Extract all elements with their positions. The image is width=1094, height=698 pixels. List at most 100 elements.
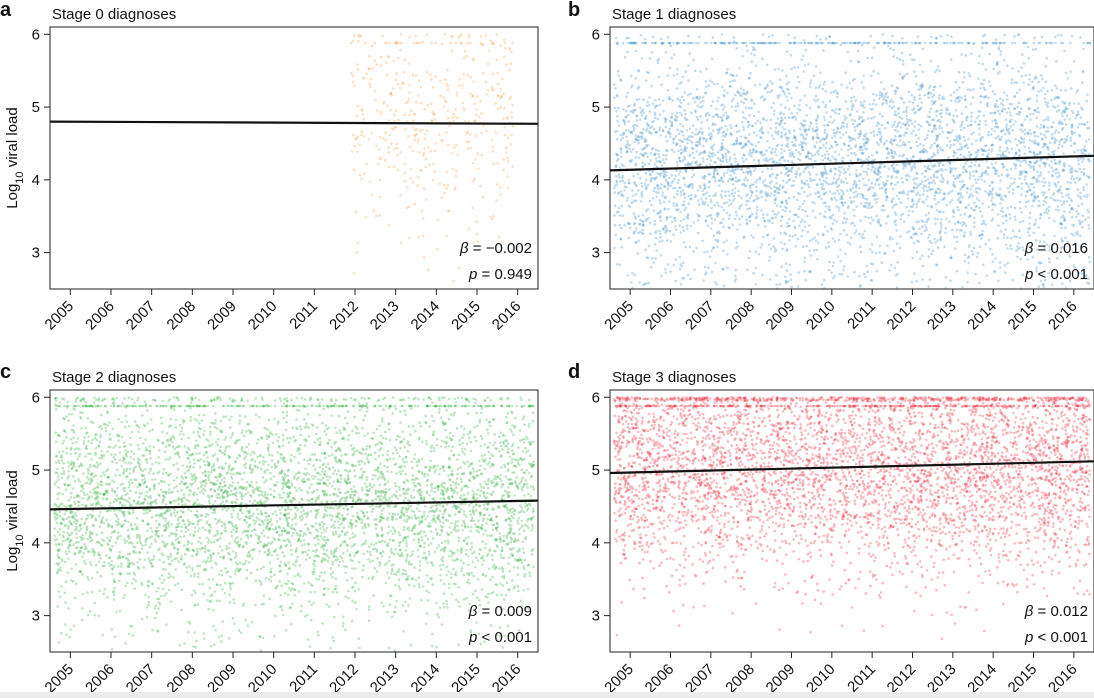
data-point [978, 127, 981, 130]
data-point [395, 72, 398, 75]
data-point [918, 109, 921, 112]
data-point [702, 200, 705, 203]
data-point [676, 112, 679, 115]
data-point [451, 50, 454, 53]
data-point [701, 190, 704, 193]
data-point [646, 104, 649, 107]
data-point [491, 139, 494, 142]
data-point [1082, 42, 1085, 45]
data-point [912, 130, 915, 133]
data-point [779, 232, 782, 235]
data-point [927, 236, 930, 239]
data-point [795, 170, 798, 173]
data-point [755, 150, 758, 153]
data-point [628, 144, 631, 147]
data-point [902, 122, 905, 125]
data-point [721, 142, 724, 145]
data-point [817, 137, 820, 140]
data-point [832, 222, 835, 225]
data-point [730, 163, 733, 166]
data-point [1083, 195, 1086, 198]
data-point [1081, 152, 1084, 155]
data-point [482, 125, 485, 128]
data-point [492, 162, 495, 165]
data-point [802, 245, 805, 248]
data-point [739, 205, 742, 208]
data-point [809, 82, 812, 85]
data-point [642, 220, 645, 223]
data-point [894, 90, 897, 93]
data-point [845, 117, 848, 120]
data-point [796, 112, 799, 115]
data-point [615, 180, 618, 183]
data-point [499, 88, 502, 91]
data-point [1031, 140, 1034, 143]
data-point [718, 128, 721, 131]
data-point [1037, 226, 1040, 229]
data-point [1054, 84, 1057, 87]
data-point [1044, 97, 1047, 100]
data-point [654, 106, 657, 109]
data-point [616, 263, 619, 266]
data-point [370, 194, 373, 197]
data-point [692, 124, 695, 127]
data-point [750, 155, 753, 158]
data-point [645, 152, 648, 155]
data-point [1069, 118, 1072, 121]
data-point [731, 79, 734, 82]
data-point [967, 262, 970, 265]
data-point [892, 49, 895, 52]
data-point [908, 91, 911, 94]
data-point [1037, 81, 1040, 84]
data-point [779, 78, 782, 81]
data-point [1066, 77, 1069, 80]
data-point [686, 224, 689, 227]
data-point [1006, 169, 1009, 172]
data-point [804, 49, 807, 52]
data-point [996, 100, 999, 103]
data-point [790, 54, 793, 57]
data-point [714, 161, 717, 164]
data-point [943, 197, 946, 200]
data-point [473, 120, 476, 123]
data-point [998, 42, 1001, 45]
x-tick-label: 2010 [245, 298, 281, 334]
data-point [868, 179, 871, 182]
data-point [946, 182, 949, 185]
data-point [1043, 234, 1046, 237]
data-point [622, 42, 625, 45]
data-point [771, 157, 774, 160]
data-point [944, 232, 947, 235]
data-point [858, 187, 861, 190]
data-point [809, 271, 812, 274]
data-point [617, 154, 620, 157]
data-point [621, 214, 624, 217]
data-point [874, 158, 877, 161]
data-point [416, 42, 419, 45]
data-point [370, 78, 373, 81]
data-point [721, 196, 724, 199]
data-point [990, 133, 993, 136]
data-point [971, 250, 974, 253]
data-point [408, 84, 411, 87]
data-point [353, 85, 356, 88]
data-point [975, 139, 978, 142]
data-point [694, 133, 697, 136]
data-point [762, 217, 765, 220]
data-point [834, 192, 837, 195]
data-point [502, 169, 505, 172]
data-point [1000, 230, 1003, 233]
data-point [690, 198, 693, 201]
data-point [1020, 258, 1023, 261]
data-point [490, 216, 493, 219]
data-point [782, 89, 785, 92]
data-point [801, 146, 804, 149]
data-point [434, 150, 437, 153]
data-point [845, 177, 848, 180]
data-point [787, 174, 790, 177]
data-point [852, 209, 855, 212]
data-point [731, 100, 734, 103]
data-point [1060, 216, 1063, 219]
data-point [939, 121, 942, 124]
data-point [959, 200, 962, 203]
